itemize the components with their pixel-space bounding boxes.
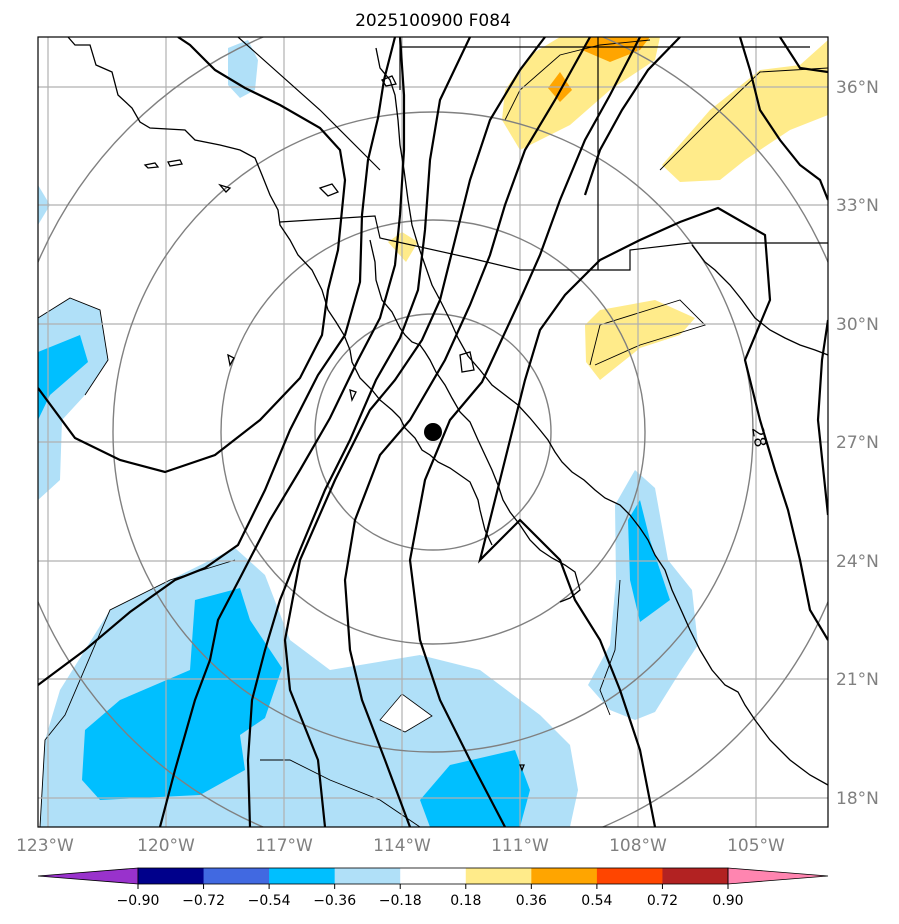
map-frame [37,36,829,828]
colorbar-tick-label: 0.36 [516,893,547,909]
coastline-gulf-west [369,239,581,603]
map-area: 28 [38,37,828,827]
height-contour-12 [816,319,828,516]
colorbar-segment [138,868,205,884]
longitude-labels: 123°W 120°W 117°W 114°W 111°W 108°W 105°… [16,836,785,856]
island-5 [227,353,235,367]
latitude-labels: 36°N 33°N 30°N 27°N 24°N 21°N 18°N [836,78,879,809]
height-contours [38,37,828,827]
height-contour-6 [343,37,591,827]
colorbar-segments [37,867,829,885]
colorbar-tick-label: −0.72 [182,893,225,909]
height-contour-1 [38,37,347,474]
colorbar: −0.90 −0.72 −0.54 −0.36 −0.18 0.18 0.36 0.54 0.7… [37,867,829,909]
height-contour-11 [779,37,828,74]
colorbar-tick-label: 0.72 [647,893,678,909]
height-contour-9 [583,37,681,196]
range-ring-3 [112,111,754,753]
positive-anomaly-region-ne2 [662,40,828,182]
island-3 [218,183,232,193]
lon-label-114: 114°W [373,836,431,856]
lat-label-18: 18°N [836,789,879,809]
coastline-gulf-east [375,47,828,786]
colorbar-tick-label: −0.36 [313,893,356,909]
map-title: 2025100900 F084 [355,11,511,31]
lon-label-108: 108°W [609,836,667,856]
neutral-hole [379,693,433,733]
island-9 [519,764,525,772]
island-1 [143,162,160,169]
colorbar-segment [334,868,401,884]
colorbar-segment [203,868,270,884]
coastlines [67,37,828,786]
positive-anomaly-blob-baja [388,232,418,262]
range-rings [38,37,828,827]
colorbar-frame [137,867,729,885]
colorbar-tick-label: −0.90 [117,893,160,909]
colorbar-tick-label: −0.18 [379,893,422,909]
range-ring-2 [220,219,646,645]
colorbar-segment [400,868,467,884]
height-contour-8 [477,206,828,827]
negative-anomaly-core-sw [82,588,282,800]
lon-label-120: 120°W [137,836,195,856]
lat-label-24: 24°N [836,552,879,572]
lat-label-36: 36°N [836,78,879,98]
negative-anomaly-core-w [38,335,88,420]
height-contour-4 [246,37,471,827]
storm-center-marker [424,423,442,441]
colorbar-segment [269,868,336,884]
lat-label-21: 21°N [836,670,879,690]
colorbar-segment [531,868,598,884]
colorbar-tick-label: −0.54 [248,893,291,909]
height-contour-5 [283,37,546,827]
border-us-mexico [279,215,828,271]
shaded-field-layer [38,37,828,827]
lon-label-117: 117°W [255,836,313,856]
island-6 [349,389,357,402]
border-state-4 [237,37,381,171]
coastline-california-baja [67,37,493,546]
island-8 [381,75,397,87]
coastline-mexico-east [691,244,828,356]
height-contour-7 [408,37,641,827]
colorbar-extend-max [727,867,829,885]
colorbar-tick-label: 0.90 [712,893,743,909]
contour-label: 28 [748,425,770,448]
lat-label-30: 30°N [836,315,879,335]
positive-anomaly-core-ne1 [582,37,650,62]
height-contour-2 [38,37,397,686]
lat-label-33: 33°N [836,196,879,216]
colorbar-extend-min [37,867,139,885]
island-7 [459,351,475,373]
colorbar-segment [465,868,532,884]
negative-anomaly-core-s [420,750,530,827]
island-4 [318,183,340,197]
colorbar-segment [662,868,729,884]
colorbar-tick-label: 0.54 [581,893,612,909]
lat-label-27: 27°N [836,433,879,453]
lon-label-111: 111°W [491,836,549,856]
height-contour-3 [158,37,406,827]
graticule [38,37,828,827]
height-contour-10 [738,37,828,201]
lon-label-105: 105°W [727,836,785,856]
lon-label-123: 123°W [16,836,74,856]
colorbar-tick-label: 0.18 [450,893,481,909]
island-2 [167,159,183,167]
colorbar-segment [596,868,663,884]
colorbar-ticks: −0.90 −0.72 −0.54 −0.36 −0.18 0.18 0.36 0.54 0.7… [117,884,744,909]
